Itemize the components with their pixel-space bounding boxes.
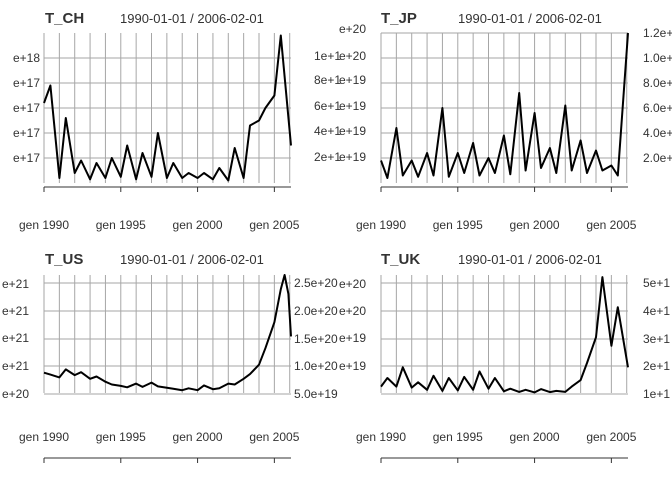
y-tick-label-overlap: e+21 <box>2 331 29 345</box>
series-line <box>43 274 292 392</box>
y-tick-label-overlap: e+21 <box>2 277 29 291</box>
y-tick-label-overlap: e+20 <box>339 277 366 291</box>
y-tick-label: 8.0e+19 <box>643 76 672 90</box>
x-tick-label: gen 2000 <box>510 218 560 232</box>
y-tick-label: e+17 <box>13 101 40 115</box>
y-tick-label-overlap: e+20 <box>339 22 366 36</box>
date-range-label: 1990-01-01 / 2006-02-01 <box>120 252 264 267</box>
series-line <box>380 32 629 179</box>
y-tick-label-overlap: 4e+1 <box>314 124 341 138</box>
y-tick-label: e+17 <box>13 76 40 90</box>
x-tick-label: gen 2005 <box>586 218 636 232</box>
x-tick-label: gen 2005 <box>249 218 299 232</box>
y-tick-label-overlap: e+20 <box>339 49 366 63</box>
y-tick-label: 5e+1 <box>643 276 670 290</box>
y-tick-label-overlap: e+21 <box>2 304 29 318</box>
x-tick-label: gen 1995 <box>96 218 146 232</box>
series-line <box>380 276 629 394</box>
x-tick-label: gen 2005 <box>586 430 636 444</box>
x-tick-label: gen 2005 <box>249 430 299 444</box>
y-tick-label: 2e+1 <box>643 359 670 373</box>
y-tick-label-overlap: e+19 <box>339 73 366 87</box>
x-tick-label: gen 2000 <box>173 218 223 232</box>
x-tick-label: gen 1990 <box>19 430 69 444</box>
y-tick-label: 2.5e+20 <box>294 276 338 290</box>
chart-panel-2: gen 1990 gen 1995 gen 2000 gen 2005 1.2e+20 1… <box>314 10 672 232</box>
y-tick-label-overlap: e+21 <box>2 359 29 373</box>
x-tick-label: gen 2000 <box>173 430 223 444</box>
y-tick-label-overlap: e+19 <box>339 124 366 138</box>
date-range-label: 1990-01-01 / 2006-02-01 <box>458 11 602 26</box>
x-tick-label: gen 1995 <box>96 430 146 444</box>
y-tick-label-overlap: 1e+1 <box>314 49 341 63</box>
y-tick-label: 1e+1 <box>643 387 670 401</box>
panel-title: T_UK <box>381 251 420 268</box>
y-tick-label-overlap: e+19 <box>339 99 366 113</box>
y-tick-label: 1.5e+20 <box>294 332 338 346</box>
x-tick-label: gen 1990 <box>19 218 69 232</box>
date-range-label: 1990-01-01 / 2006-02-01 <box>120 11 264 26</box>
y-tick-label: e+17 <box>13 151 40 165</box>
panel-title: T_US <box>45 251 83 268</box>
y-tick-label: 4e+1 <box>643 304 670 318</box>
y-tick-label-overlap: e+19 <box>339 359 366 373</box>
y-tick-label-overlap: 6e+1 <box>314 99 341 113</box>
x-tick-label: gen 1995 <box>433 430 483 444</box>
y-tick-label-overlap: e+19 <box>339 150 366 164</box>
x-tick-label: gen 1990 <box>356 218 406 232</box>
y-tick-label-overlap: e+19 <box>339 331 366 345</box>
y-tick-label: 2.0e+20 <box>294 304 338 318</box>
y-tick-label: e+17 <box>13 126 40 140</box>
x-tick-label: gen 2000 <box>510 430 560 444</box>
y-tick-label: e+18 <box>13 51 40 65</box>
y-tick-label: 5.0e+19 <box>294 387 338 401</box>
chart-panel-4: gen 1990 gen 1995 gen 2000 gen 2005 5e+1 4e+1… <box>339 251 670 463</box>
x-tick-label: gen 1995 <box>433 218 483 232</box>
y-tick-label: 1.2e+20 <box>643 26 672 40</box>
y-tick-label: 4.0e+19 <box>643 126 672 140</box>
y-tick-label: 1.0e+20 <box>294 359 338 373</box>
series-line <box>43 34 292 182</box>
panel-title: T_JP <box>381 10 417 27</box>
y-tick-label-overlap: e+20 <box>339 304 366 318</box>
chart-panel-3: gen 1990 gen 1995 gen 2000 gen 2005 2.5e+20 2… <box>2 251 338 463</box>
x-tick-label: gen 1990 <box>356 430 406 444</box>
y-tick-label: 6.0e+19 <box>643 101 672 115</box>
y-tick-label-overlap: e+20 <box>2 387 29 401</box>
panel-title: T_CH <box>45 10 84 27</box>
y-tick-label: 1.0e+20 <box>643 51 672 65</box>
y-tick-label: 2.0e+19 <box>643 151 672 165</box>
y-tick-label: 3e+1 <box>643 332 670 346</box>
y-tick-label-overlap: 2e+1 <box>314 150 341 164</box>
chart-panel-1: gen 1990 gen 1995 gen 2000 gen 2005 e+18 e+17… <box>13 10 300 232</box>
date-range-label: 1990-01-01 / 2006-02-01 <box>458 252 602 267</box>
y-tick-label-overlap: 8e+1 <box>314 73 341 87</box>
